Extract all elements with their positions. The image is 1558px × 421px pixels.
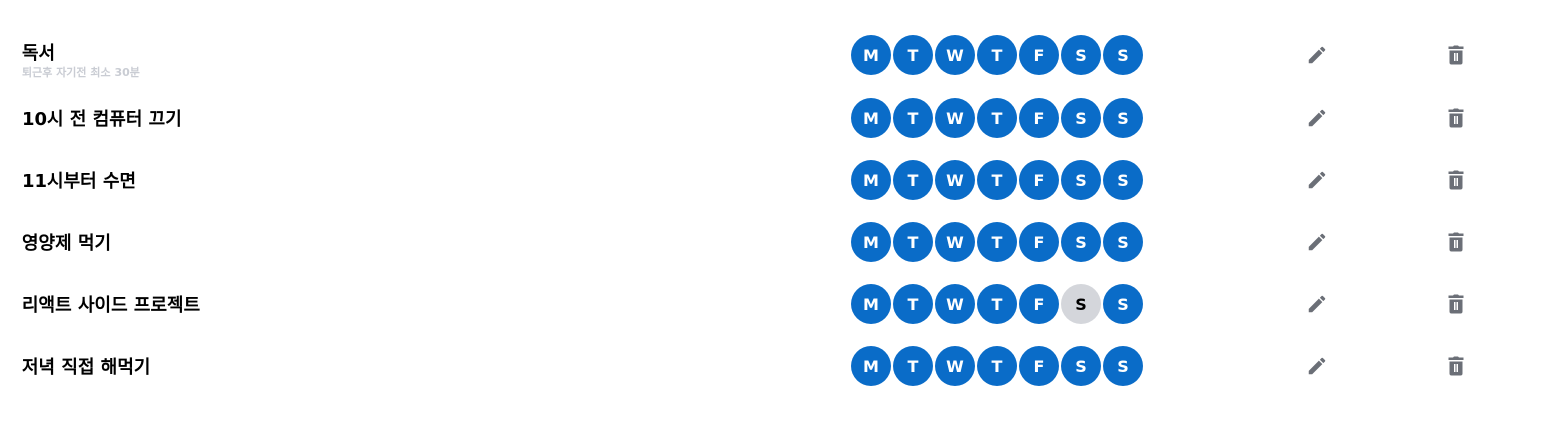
weekday-toggle[interactable]: W — [935, 222, 975, 262]
weekday-toggle[interactable]: S — [1061, 98, 1101, 138]
weekday-toggle[interactable]: W — [935, 346, 975, 386]
weekday-toggle[interactable]: F — [1019, 35, 1059, 75]
weekday-toggle[interactable]: M — [851, 160, 891, 200]
weekday-toggle[interactable]: S — [1061, 35, 1101, 75]
weekday-toggle[interactable]: S — [1103, 35, 1143, 75]
habit-title: 10시 전 컴퓨터 끄기 — [22, 109, 182, 130]
weekday-toggle[interactable]: T — [977, 35, 1017, 75]
weekday-toggle[interactable]: M — [851, 35, 891, 75]
habit-subtitle: 퇴근후 자기전 최소 30분 — [22, 66, 140, 79]
weekday-toggle[interactable]: M — [851, 284, 891, 324]
weekday-toggle[interactable]: S — [1103, 222, 1143, 262]
habit-title: 11시부터 수면 — [22, 171, 137, 192]
habit-row: 영양제 먹기 M T W T F S S — [0, 211, 1558, 273]
weekday-toggle[interactable]: T — [977, 98, 1017, 138]
edit-button[interactable] — [1305, 230, 1329, 254]
weekday-toggle[interactable]: S — [1061, 284, 1101, 324]
trash-icon — [1448, 108, 1464, 128]
habit-title: 독서 — [22, 42, 56, 64]
weekday-toggle[interactable]: S — [1061, 160, 1101, 200]
weekday-toggle[interactable]: T — [893, 346, 933, 386]
weekday-toggle[interactable]: S — [1103, 346, 1143, 386]
pencil-icon — [1308, 295, 1326, 313]
weekday-toggle[interactable]: W — [935, 160, 975, 200]
weekday-toggle[interactable]: T — [893, 160, 933, 200]
weekday-toggle[interactable]: F — [1019, 284, 1059, 324]
weekday-toggle[interactable]: S — [1061, 222, 1101, 262]
pencil-icon — [1308, 357, 1326, 375]
delete-button[interactable] — [1444, 292, 1468, 316]
weekday-toggle[interactable]: T — [893, 98, 933, 138]
trash-icon — [1448, 294, 1464, 314]
edit-button[interactable] — [1305, 292, 1329, 316]
weekday-toggle[interactable]: S — [1103, 98, 1143, 138]
habit-row: 10시 전 컴퓨터 끄기 M T W T F S S — [0, 87, 1558, 149]
weekday-toggle[interactable]: T — [977, 160, 1017, 200]
weekday-toggle[interactable]: F — [1019, 98, 1059, 138]
weekday-toggle[interactable]: T — [893, 35, 933, 75]
weekday-toggle[interactable]: W — [935, 98, 975, 138]
habit-title: 저녁 직접 해먹기 — [22, 357, 151, 378]
weekday-toggle[interactable]: T — [977, 346, 1017, 386]
weekday-toggle[interactable]: S — [1103, 284, 1143, 324]
delete-button[interactable] — [1444, 106, 1468, 130]
delete-button[interactable] — [1444, 43, 1468, 67]
delete-button[interactable] — [1444, 354, 1468, 378]
weekday-toggle[interactable]: F — [1019, 160, 1059, 200]
weekday-toggle[interactable]: T — [893, 222, 933, 262]
habit-title: 영양제 먹기 — [22, 233, 112, 254]
weekday-toggle[interactable]: S — [1103, 160, 1143, 200]
weekday-toggle[interactable]: F — [1019, 222, 1059, 262]
edit-button[interactable] — [1305, 106, 1329, 130]
edit-button[interactable] — [1305, 354, 1329, 378]
delete-button[interactable] — [1444, 168, 1468, 192]
weekday-toggle[interactable]: T — [977, 222, 1017, 262]
weekday-toggle[interactable]: M — [851, 98, 891, 138]
weekday-toggle[interactable]: T — [977, 284, 1017, 324]
pencil-icon — [1308, 46, 1326, 64]
trash-icon — [1448, 170, 1464, 190]
pencil-icon — [1308, 109, 1326, 127]
edit-button[interactable] — [1305, 168, 1329, 192]
habit-row: 독서 퇴근후 자기전 최소 30분 M T W T F S S — [0, 24, 1558, 86]
weekday-toggle[interactable]: W — [935, 284, 975, 324]
edit-button[interactable] — [1305, 43, 1329, 67]
habit-row: 11시부터 수면 M T W T F S S — [0, 149, 1558, 211]
pencil-icon — [1308, 171, 1326, 189]
trash-icon — [1448, 356, 1464, 376]
habit-title: 리액트 사이드 프로젝트 — [22, 295, 201, 316]
weekday-toggle[interactable]: W — [935, 35, 975, 75]
weekday-toggle[interactable]: S — [1061, 346, 1101, 386]
pencil-icon — [1308, 233, 1326, 251]
weekday-toggle[interactable]: F — [1019, 346, 1059, 386]
weekday-toggle[interactable]: T — [893, 284, 933, 324]
trash-icon — [1448, 45, 1464, 65]
weekday-toggle[interactable]: M — [851, 222, 891, 262]
habit-row: 저녁 직접 해먹기 M T W T F S S — [0, 335, 1558, 397]
habit-row: 리액트 사이드 프로젝트 M T W T F S S — [0, 273, 1558, 335]
trash-icon — [1448, 232, 1464, 252]
delete-button[interactable] — [1444, 230, 1468, 254]
weekday-toggle[interactable]: M — [851, 346, 891, 386]
